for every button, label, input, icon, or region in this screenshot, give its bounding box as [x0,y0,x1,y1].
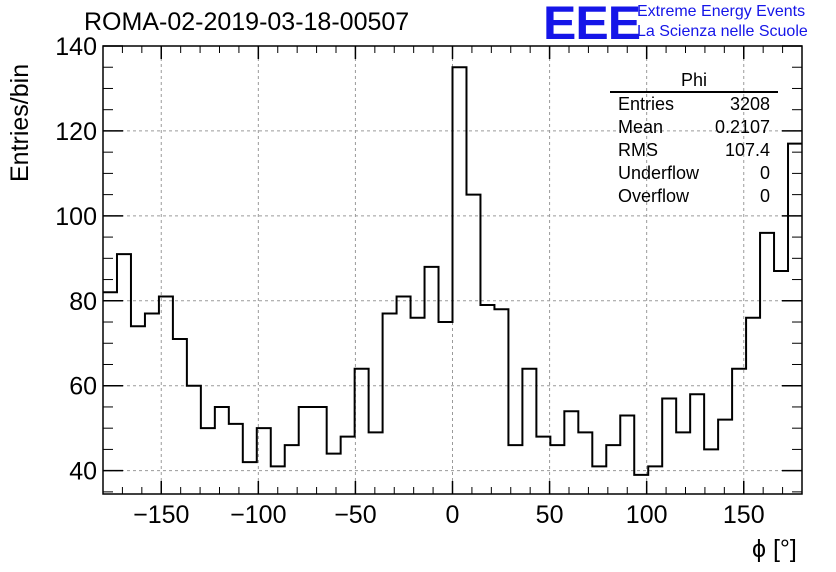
stats-row-mean: Mean 0.2107 [610,116,778,139]
eee-logo: EEE [543,0,641,50]
x-tick-label: −50 [334,501,376,529]
histogram-step-line [103,66,802,476]
axis-ticks [103,45,802,494]
x-tick-label: 0 [446,501,460,529]
stats-value: 3208 [729,94,770,114]
logo-tagline-1: Extreme Energy Events [637,3,806,20]
y-tick-label: 140 [55,33,97,61]
y-tick-label: 120 [55,118,97,146]
stats-value: 107.4 [724,140,770,160]
logo-tagline-2: La Scienza nelle Scuole [637,23,808,40]
stats-label: Entries [618,94,675,114]
stats-row-overflow: Overflow 0 [610,185,778,208]
x-tick-label: −100 [230,501,286,529]
x-axis-label: ϕ [°] [752,535,797,563]
stats-label: RMS [618,140,658,160]
stats-label: Mean [618,117,664,137]
y-tick-label: 40 [69,458,97,486]
stats-row-entries: Entries 3208 [610,93,778,116]
stats-box: Phi Entries 3208 Mean 0.2107 RMS 107.4 U… [610,70,778,208]
y-tick-label: 60 [69,373,97,401]
chart-title: ROMA-02-2019-03-18-00507 [84,8,410,36]
stats-value: 0.2107 [714,117,770,137]
stats-row-underflow: Underflow 0 [610,162,778,185]
tick-labels: −150 −100 −50 0 50 100 150 40 60 80 100 120 140 [55,33,764,529]
stats-value: 0 [759,186,770,206]
x-tick-label: 150 [723,501,765,529]
stats-label: Overflow [618,186,690,206]
stats-value: 0 [759,163,770,183]
y-tick-label: 80 [69,288,97,316]
x-tick-label: 100 [626,501,668,529]
stats-label: Underflow [618,163,700,183]
x-tick-label: −150 [133,501,189,529]
stats-title: Phi [610,70,778,93]
y-axis-label: Entries/bin [6,63,34,182]
y-tick-label: 100 [55,203,97,231]
stats-row-rms: RMS 107.4 [610,139,778,162]
x-tick-label: 50 [536,501,564,529]
